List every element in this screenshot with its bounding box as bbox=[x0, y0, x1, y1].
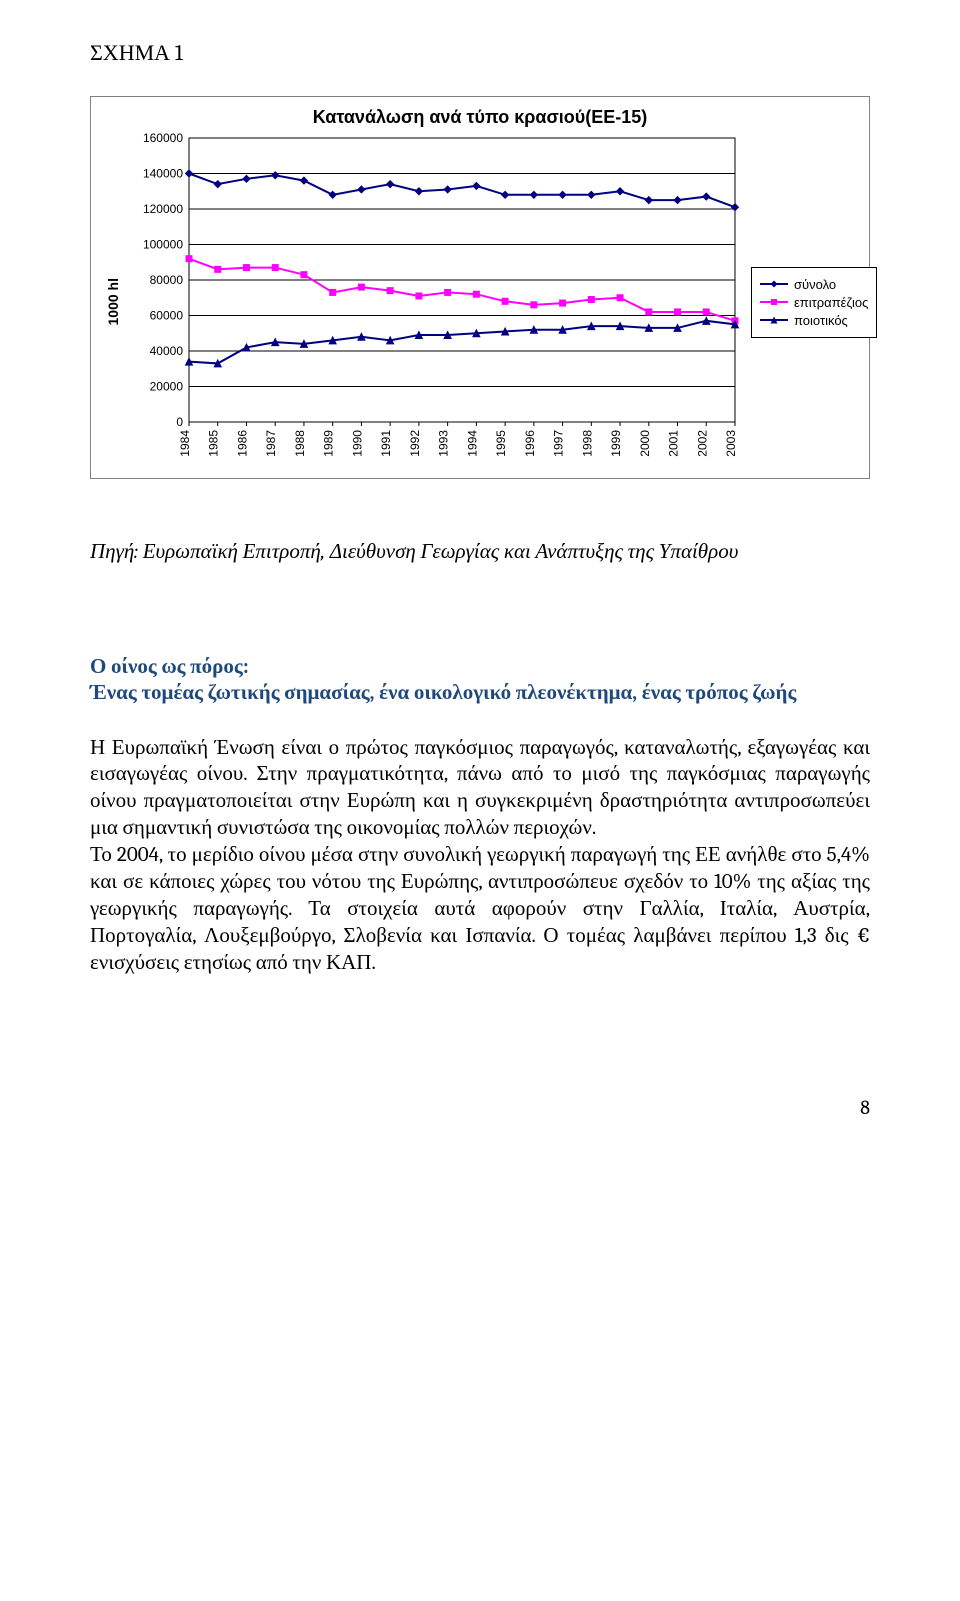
svg-text:2003: 2003 bbox=[724, 430, 738, 457]
svg-text:1988: 1988 bbox=[293, 430, 307, 457]
svg-text:1984: 1984 bbox=[178, 430, 192, 457]
chart-body: 1000 hl 0 20000 40000 60000 80000 100000 12000… bbox=[105, 132, 855, 472]
svg-text:1989: 1989 bbox=[322, 430, 336, 457]
svg-text:2000: 2000 bbox=[638, 430, 652, 457]
svg-text:2002: 2002 bbox=[695, 430, 709, 457]
chart-container: Κατανάλωση ανά τύπο κρασιού(EE-15) 1000 … bbox=[90, 96, 870, 479]
chart-y-axis-label: 1000 hl bbox=[105, 278, 121, 325]
svg-text:2001: 2001 bbox=[667, 430, 681, 457]
svg-text:1991: 1991 bbox=[379, 430, 393, 457]
chart-source: Πηγή: Ευρωπαϊκή Επιτροπή, Διεύθυνση Γεωρ… bbox=[90, 539, 870, 564]
chart-title: Κατανάλωση ανά τύπο κρασιού(EE-15) bbox=[105, 107, 855, 128]
figure-label: ΣΧΗΜΑ 1 bbox=[90, 40, 870, 66]
chart-legend: σύνολο επιτραπέζιος ποιοτικός bbox=[751, 267, 877, 338]
heading-line-1: Ο οίνος ως πόρος: bbox=[90, 655, 249, 679]
svg-text:80000: 80000 bbox=[150, 273, 184, 287]
legend-item: σύνολο bbox=[760, 277, 868, 292]
svg-text:60000: 60000 bbox=[150, 309, 184, 323]
svg-text:40000: 40000 bbox=[150, 344, 184, 358]
svg-text:1990: 1990 bbox=[350, 430, 364, 457]
svg-text:140000: 140000 bbox=[143, 167, 183, 181]
svg-text:1994: 1994 bbox=[465, 430, 479, 457]
svg-text:100000: 100000 bbox=[143, 238, 183, 252]
svg-text:0: 0 bbox=[176, 415, 183, 429]
section-heading: Ο οίνος ως πόρος: Ένας τομέας ζωτικής ση… bbox=[90, 654, 870, 707]
svg-text:120000: 120000 bbox=[143, 202, 183, 216]
body-paragraph: Η Ευρωπαϊκή Ένωση είναι ο πρώτος παγκόσμ… bbox=[90, 735, 870, 977]
svg-text:1986: 1986 bbox=[235, 430, 249, 457]
svg-text:1987: 1987 bbox=[264, 430, 278, 457]
svg-text:1998: 1998 bbox=[580, 430, 594, 457]
svg-text:1985: 1985 bbox=[207, 430, 221, 457]
heading-line-2: Ένας τομέας ζωτικής σημασίας, ένα οικολο… bbox=[90, 681, 796, 705]
svg-text:1993: 1993 bbox=[437, 430, 451, 457]
legend-label: σύνολο bbox=[794, 277, 836, 292]
svg-text:1999: 1999 bbox=[609, 430, 623, 457]
svg-text:1995: 1995 bbox=[494, 430, 508, 457]
svg-text:1997: 1997 bbox=[552, 430, 566, 457]
page-number: 8 bbox=[90, 1096, 870, 1119]
legend-item: επιτραπέζιος bbox=[760, 295, 868, 310]
svg-text:1996: 1996 bbox=[523, 430, 537, 457]
legend-label: επιτραπέζιος bbox=[794, 295, 868, 310]
chart-svg: 0 20000 40000 60000 80000 100000 120000 140000 1… bbox=[131, 132, 741, 472]
legend-label: ποιοτικός bbox=[794, 313, 848, 328]
svg-text:20000: 20000 bbox=[150, 380, 184, 394]
svg-text:160000: 160000 bbox=[143, 132, 183, 145]
legend-item: ποιοτικός bbox=[760, 313, 868, 328]
svg-text:1992: 1992 bbox=[408, 430, 422, 457]
